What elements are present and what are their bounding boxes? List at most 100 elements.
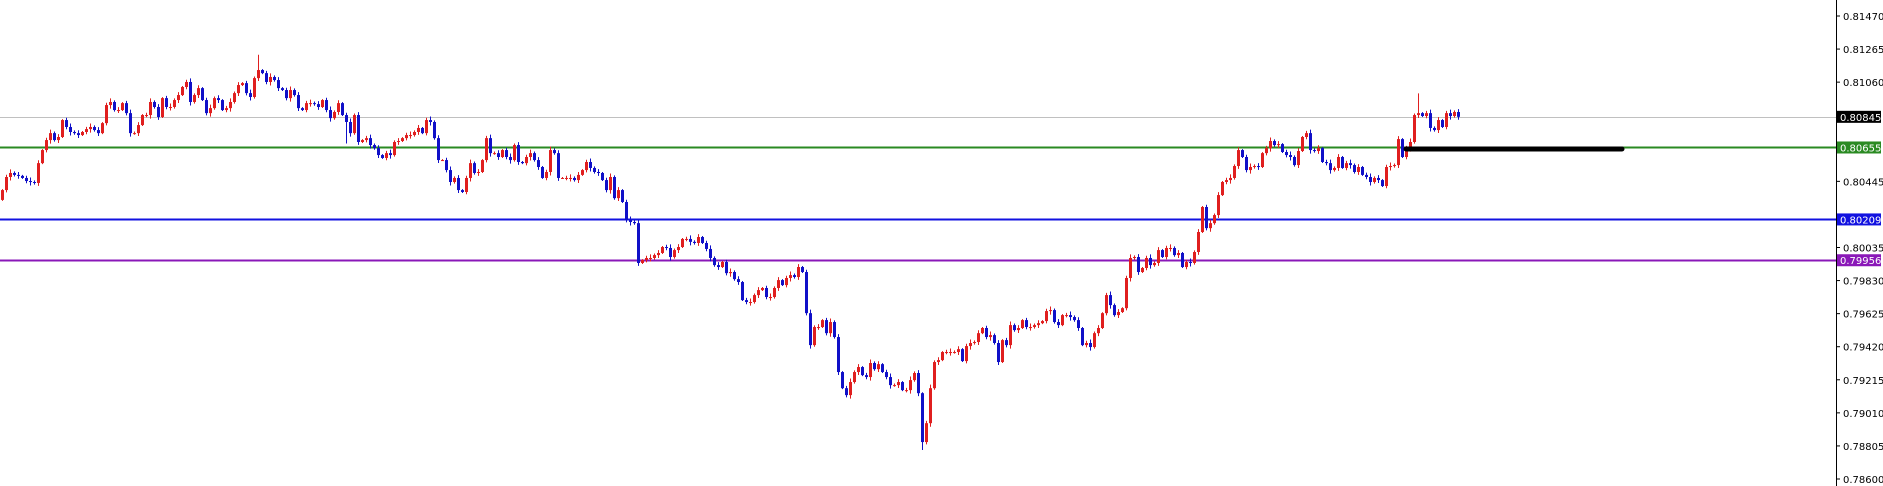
candle-body xyxy=(1173,247,1176,256)
candle-body xyxy=(729,272,732,274)
candle-body xyxy=(1129,257,1132,278)
bull-candle xyxy=(813,325,816,347)
bull-candle xyxy=(529,149,532,161)
bear-candle xyxy=(153,100,156,109)
candle-body xyxy=(345,115,348,122)
candle-body xyxy=(485,138,488,161)
bear-candle xyxy=(1457,109,1460,120)
bull-candle xyxy=(561,177,564,179)
candle-body xyxy=(445,160,448,171)
candle-body xyxy=(1341,156,1344,168)
candle-body xyxy=(685,238,688,240)
bull-candle xyxy=(1249,163,1252,174)
candle-body xyxy=(241,83,244,86)
bull-candle xyxy=(1129,254,1132,282)
bull-candle xyxy=(1097,325,1100,337)
bear-candle xyxy=(1325,159,1328,166)
bull-candle xyxy=(1117,309,1120,318)
bear-candle xyxy=(273,75,276,82)
candle-body xyxy=(397,141,400,143)
bull-candle xyxy=(393,140,396,157)
bear-candle xyxy=(1057,319,1060,329)
candle-body xyxy=(577,174,580,181)
candle-body xyxy=(1033,325,1036,328)
bear-candle xyxy=(357,112,360,145)
candle-body xyxy=(877,364,880,370)
candle-body xyxy=(741,282,744,301)
candle-body xyxy=(1281,144,1284,152)
bear-candle xyxy=(1433,126,1436,132)
bull-candle xyxy=(89,123,92,133)
candle-body xyxy=(1237,150,1240,167)
candle-body xyxy=(145,115,148,117)
bear-candle xyxy=(1181,252,1184,268)
candle-body xyxy=(629,220,632,223)
bear-candle xyxy=(281,87,284,92)
bear-candle xyxy=(497,150,500,160)
bull-candle xyxy=(405,132,408,141)
candle-body xyxy=(1025,320,1028,328)
candle-body xyxy=(993,335,996,344)
candle-body xyxy=(617,190,620,199)
candle-body xyxy=(1185,262,1188,268)
bull-candle xyxy=(969,339,972,350)
bear-candle xyxy=(521,161,524,165)
bear-candle xyxy=(1053,308,1056,324)
bull-candle xyxy=(145,112,148,118)
bull-candle xyxy=(893,383,896,387)
candle-body xyxy=(1233,166,1236,178)
bull-candle xyxy=(101,122,104,135)
candle-body xyxy=(1005,340,1008,346)
bull-candle xyxy=(577,172,580,183)
bear-candle xyxy=(1081,327,1084,347)
candle-body xyxy=(1209,223,1212,229)
bear-candle xyxy=(201,87,204,102)
candle-body xyxy=(1197,232,1200,253)
bull-candle xyxy=(545,169,548,181)
candle-body xyxy=(997,343,1000,363)
bear-candle xyxy=(17,172,20,179)
candle-body xyxy=(897,382,900,386)
candle-body xyxy=(773,287,776,298)
bear-candle xyxy=(997,340,1000,365)
candle-body xyxy=(1457,111,1460,117)
bull-candle xyxy=(137,122,140,137)
bear-candle xyxy=(725,259,728,276)
candle-body xyxy=(1009,325,1012,346)
candle-body xyxy=(981,328,984,334)
bear-candle xyxy=(601,172,604,182)
candle-body xyxy=(429,120,432,122)
candle-body xyxy=(569,177,572,179)
candle-body xyxy=(1417,113,1420,116)
bull-candle xyxy=(441,159,444,162)
candle-body xyxy=(1057,322,1060,326)
candle-body xyxy=(917,373,920,394)
candle-body xyxy=(873,363,876,370)
candle-body xyxy=(253,78,256,97)
candle-body xyxy=(1165,247,1168,258)
purple-level-label-box xyxy=(1837,254,1881,267)
candle-body xyxy=(65,120,68,127)
bull-candle xyxy=(829,318,832,337)
candle-body xyxy=(477,172,480,174)
bear-candle xyxy=(553,148,556,155)
current-price-label-box xyxy=(1837,110,1881,123)
candle-body xyxy=(853,372,856,383)
candle-body xyxy=(469,163,472,178)
bull-candle xyxy=(237,82,240,97)
candle-body xyxy=(1273,141,1276,146)
candle-body xyxy=(621,190,624,203)
bear-candle xyxy=(461,189,464,193)
candle-body xyxy=(257,70,260,79)
candle-body xyxy=(613,177,616,199)
candle-body xyxy=(785,277,788,286)
green-level-label: 0.80655 xyxy=(1840,143,1881,154)
candle-body xyxy=(641,260,644,263)
bear-candle xyxy=(1189,258,1192,267)
candle-body xyxy=(529,153,532,157)
bear-candle xyxy=(157,104,160,120)
candle-body xyxy=(157,106,160,117)
bear-candle xyxy=(245,80,248,96)
bull-candle xyxy=(1029,323,1032,331)
tick-label: 0.79215 xyxy=(1843,376,1883,387)
